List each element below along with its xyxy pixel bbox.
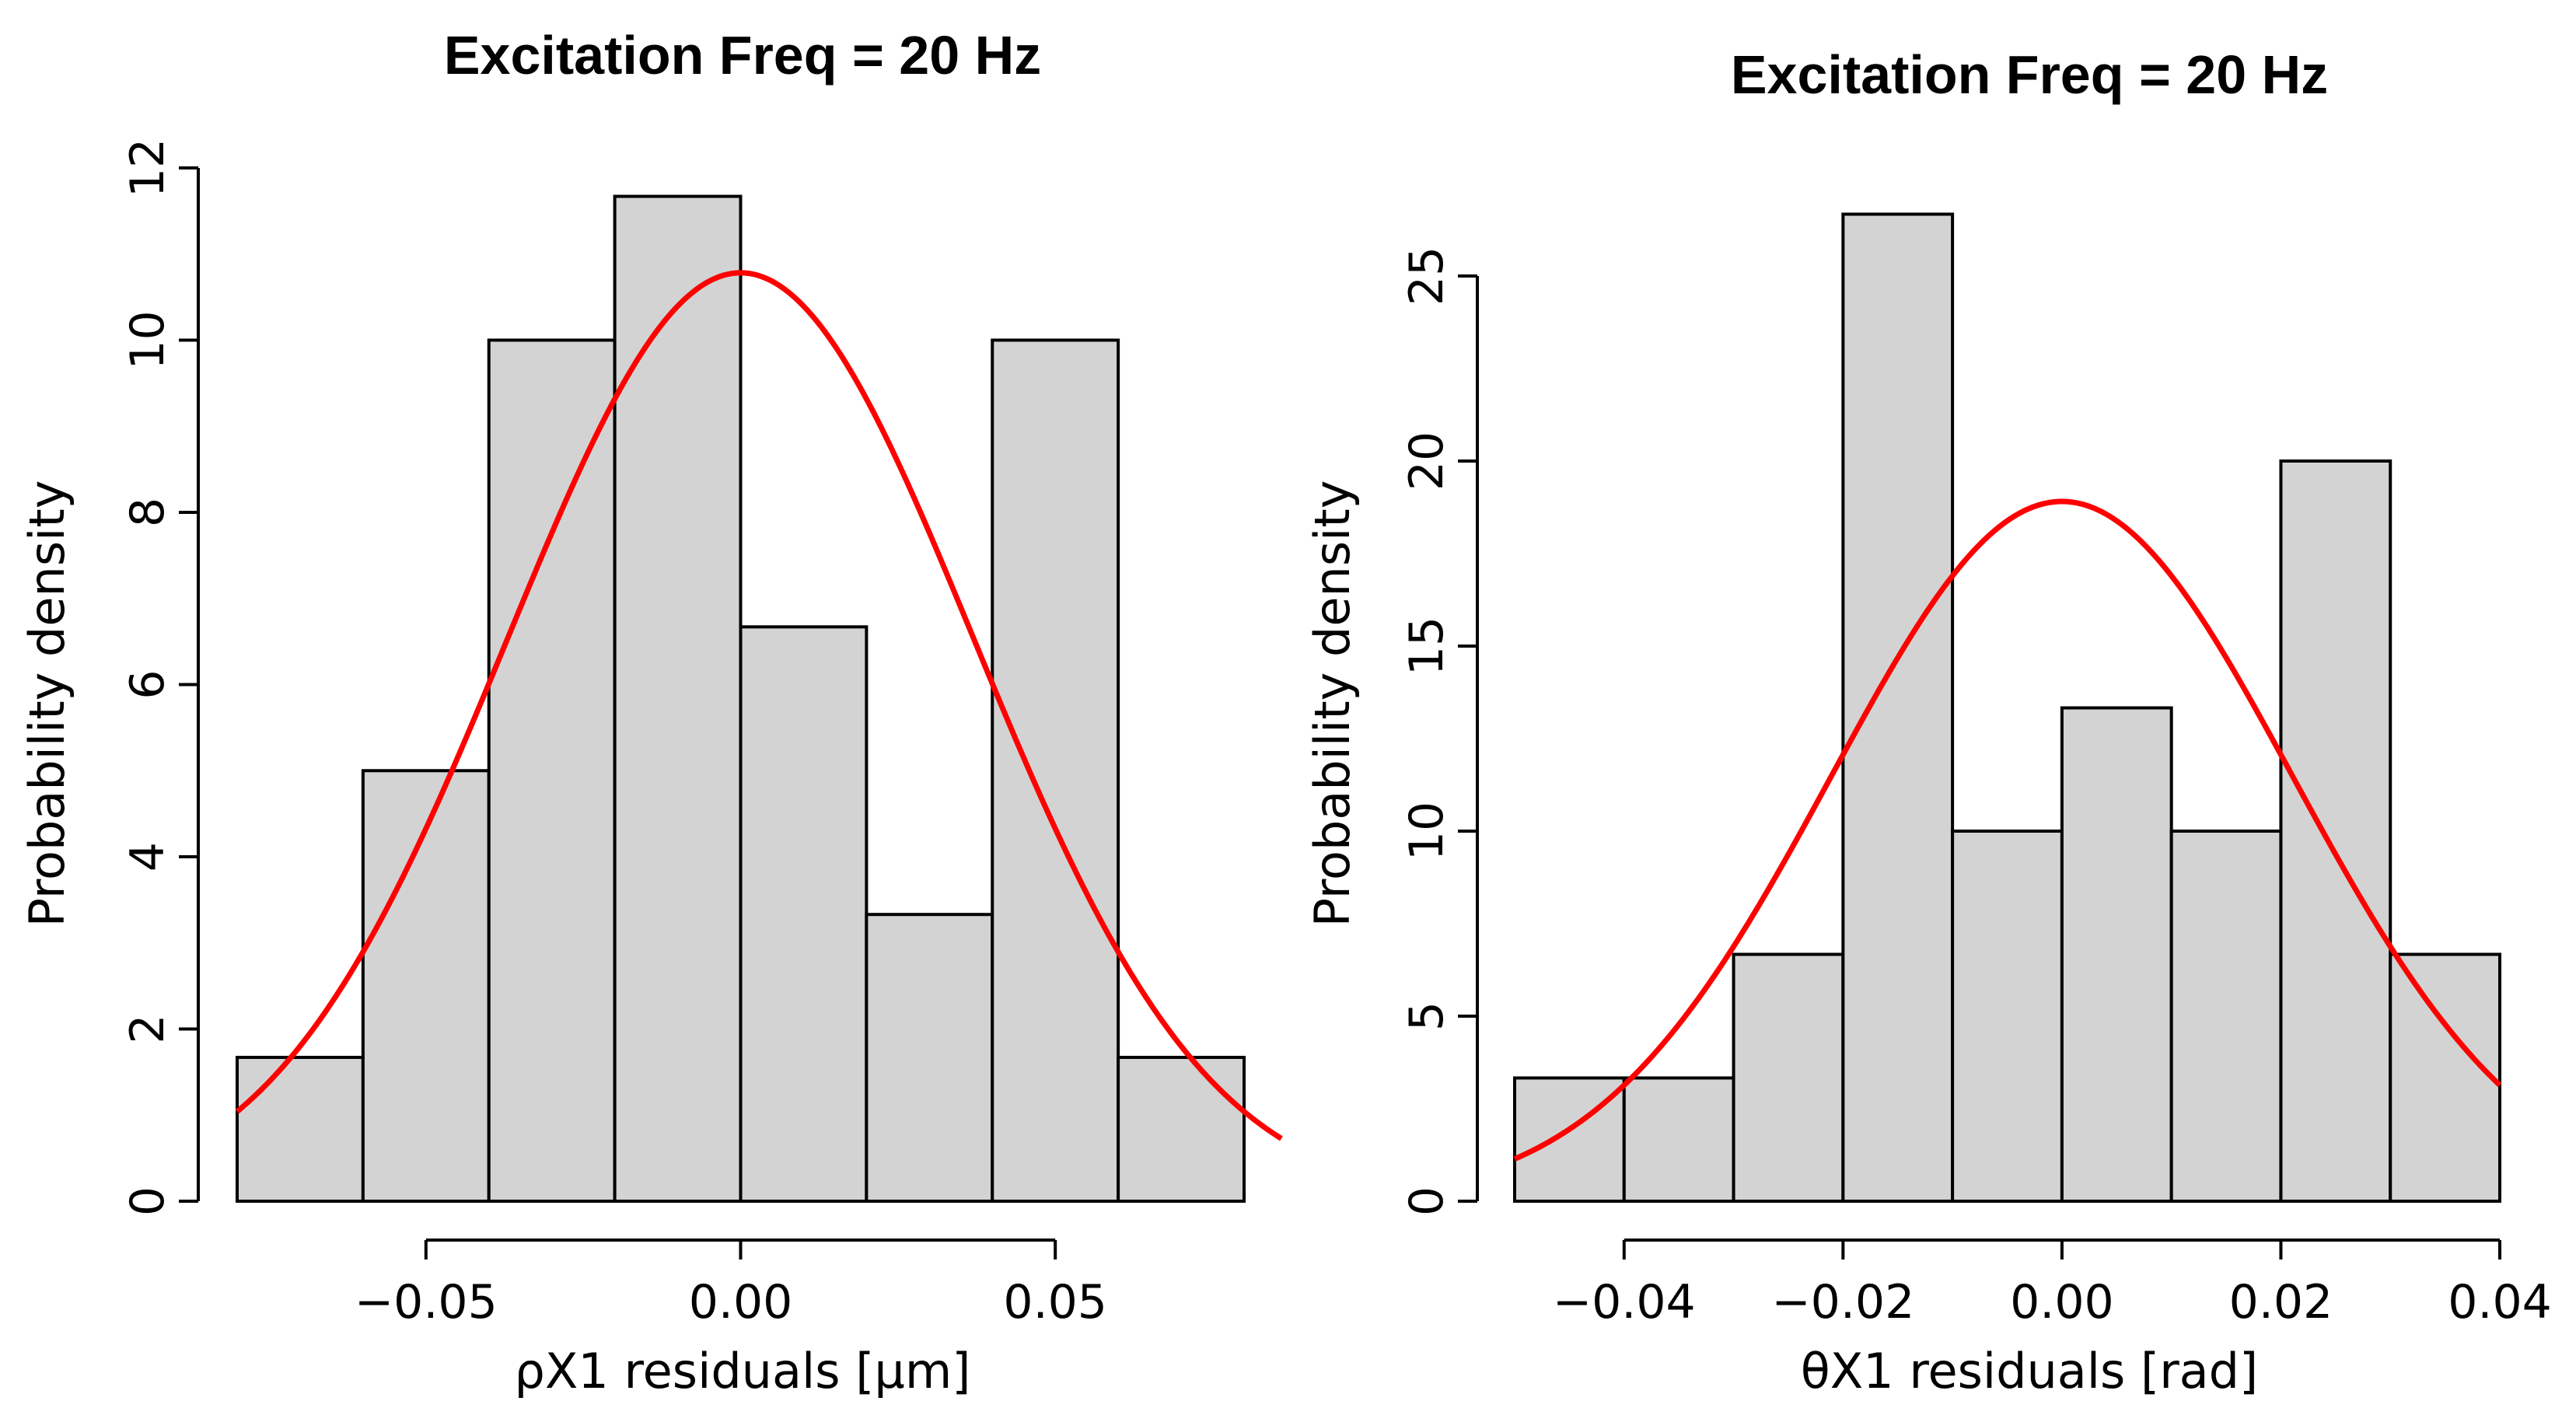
bar	[1732, 952, 1845, 1204]
bar	[1117, 1056, 1246, 1203]
bars	[236, 194, 1246, 1204]
bar	[739, 625, 869, 1203]
y-tick-label: 25	[1400, 246, 1454, 306]
bar	[361, 769, 491, 1203]
x-tick-label: −0.05	[355, 1275, 498, 1329]
y-tick-label: 6	[121, 669, 175, 699]
y-tick-label: 10	[1400, 802, 1454, 861]
x-tick-label: 0.04	[2448, 1275, 2552, 1329]
x-axis: −0.05 0.00 0.05	[355, 1239, 1107, 1329]
y-tick-label: 0	[1400, 1186, 1454, 1216]
normal-fit-curve	[235, 270, 1283, 1141]
bar	[236, 1056, 365, 1203]
normal-fit	[1513, 498, 2502, 1162]
bar	[1841, 212, 1955, 1203]
y-tick-label: 20	[1400, 431, 1454, 491]
bar	[1513, 1076, 1626, 1203]
y-tick-label: 10	[121, 310, 175, 369]
bar	[2279, 459, 2392, 1203]
y-tick-label: 5	[1400, 1001, 1454, 1031]
histogram-panel-theta: Excitation Freq = 20 Hz Probability dens…	[1304, 44, 2552, 1399]
x-axis-label: ρX1 residuals [µm]	[515, 1343, 971, 1399]
histogram-panel-rho: Excitation Freq = 20 Hz Probability dens…	[19, 25, 1283, 1399]
bar	[2169, 830, 2283, 1203]
bar	[613, 194, 743, 1204]
bars	[1513, 212, 2501, 1204]
y-tick-label: 2	[121, 1014, 175, 1043]
bar	[487, 338, 617, 1203]
x-axis: −0.04 −0.02 0.00 0.02 0.04	[1553, 1239, 2552, 1329]
bar	[865, 913, 994, 1203]
y-tick-label: 0	[121, 1186, 175, 1216]
x-tick-label: 0.05	[1003, 1275, 1107, 1329]
y-tick-label: 4	[121, 842, 175, 872]
chart-title: Excitation Freq = 20 Hz	[1731, 44, 2328, 105]
x-tick-label: −0.02	[1771, 1275, 1914, 1329]
normal-fit	[235, 270, 1283, 1141]
y-axis-label: Probability density	[19, 480, 75, 928]
chart-title: Excitation Freq = 20 Hz	[444, 25, 1041, 86]
x-tick-label: 0.00	[2010, 1275, 2114, 1329]
bar	[2060, 706, 2173, 1203]
normal-fit-curve	[1513, 498, 2502, 1162]
y-axis-label: Probability density	[1304, 480, 1361, 928]
y-axis: 0 5 10 15 20 25	[1400, 246, 1479, 1216]
bar	[991, 338, 1120, 1203]
y-axis: 0 2 4 6 8 10 12	[121, 138, 200, 1216]
bar	[2389, 952, 2501, 1204]
bar	[1951, 830, 2064, 1203]
x-axis-label: θX1 residuals [rad]	[1801, 1343, 2258, 1399]
bar	[1622, 1076, 1735, 1203]
y-tick-label: 12	[121, 138, 175, 197]
x-tick-label: 0.02	[2229, 1275, 2333, 1329]
x-tick-label: −0.04	[1553, 1275, 1696, 1329]
y-tick-label: 15	[1400, 617, 1454, 676]
x-tick-label: 0.00	[689, 1275, 793, 1329]
y-tick-label: 8	[121, 498, 175, 527]
